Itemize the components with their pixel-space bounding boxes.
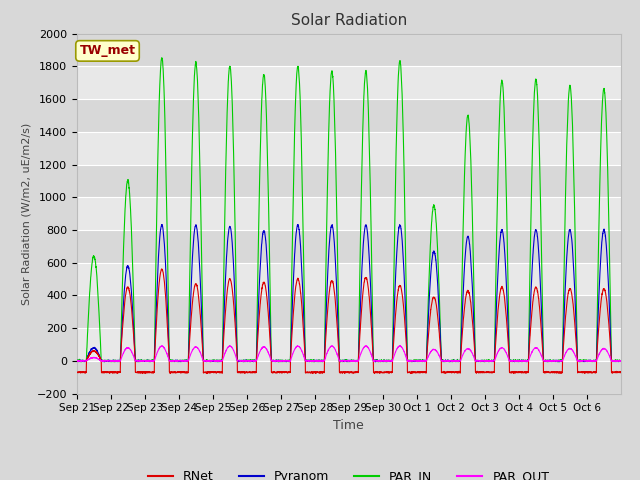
RNet (398, 292, 406, 298)
Pyranom (294, 222, 302, 228)
PAR_OUT (398, 345, 406, 351)
PAR_OUT (148, 359, 156, 364)
RNet (617, 369, 625, 375)
RNet (158, 266, 166, 272)
Bar (77, 165, 621, 197)
PAR_OUT (369, 357, 377, 363)
Bar (77, 328, 621, 361)
Text: TW_met: TW_met (79, 44, 136, 58)
PAR_OUT (539, 357, 547, 362)
Bar (77, 66, 621, 99)
RNet (203, 371, 211, 376)
Bar (77, 197, 621, 230)
PAR_OUT (73, 358, 81, 364)
Pyranom (369, 350, 377, 356)
Line: PAR_OUT: PAR_OUT (77, 346, 621, 361)
Pyranom (73, 358, 81, 364)
RNet (525, 352, 532, 358)
Line: Pyranom: Pyranom (77, 225, 621, 362)
Bar (77, 361, 621, 394)
PAR_OUT (499, 345, 506, 350)
Bar (77, 99, 621, 132)
PAR_IN (186, 267, 194, 273)
RNet (539, 350, 547, 356)
Pyranom (525, 347, 532, 353)
X-axis label: Time: Time (333, 419, 364, 432)
Bar (77, 263, 621, 295)
Pyranom (186, 320, 193, 326)
PAR_IN (398, 95, 406, 101)
PAR_OUT (617, 358, 625, 364)
PAR_IN (617, 358, 625, 364)
Line: RNet: RNet (77, 269, 621, 373)
Pyranom (617, 358, 625, 364)
Pyranom (539, 344, 547, 349)
RNet (73, 370, 81, 376)
PAR_IN (73, 358, 81, 364)
Bar (77, 295, 621, 328)
RNet (186, 336, 193, 342)
Bar (77, 132, 621, 165)
PAR_IN (499, 79, 506, 84)
PAR_IN (75, 359, 83, 365)
Bar (77, 34, 621, 66)
RNet (499, 284, 506, 290)
Pyranom (100, 359, 108, 365)
PAR_IN (369, 341, 377, 347)
RNet (369, 353, 377, 359)
Pyranom (499, 228, 506, 233)
Title: Solar Radiation: Solar Radiation (291, 13, 407, 28)
Legend: RNet, Pyranom, PAR_IN, PAR_OUT: RNet, Pyranom, PAR_IN, PAR_OUT (143, 465, 554, 480)
PAR_IN (525, 336, 532, 341)
PAR_IN (539, 327, 547, 333)
PAR_OUT (525, 357, 532, 362)
PAR_OUT (186, 354, 193, 360)
Bar (77, 230, 621, 263)
Pyranom (398, 238, 406, 244)
Y-axis label: Solar Radiation (W/m2, uE/m2/s): Solar Radiation (W/m2, uE/m2/s) (21, 122, 31, 305)
PAR_OUT (396, 343, 404, 348)
PAR_IN (158, 55, 166, 61)
Line: PAR_IN: PAR_IN (77, 58, 621, 362)
